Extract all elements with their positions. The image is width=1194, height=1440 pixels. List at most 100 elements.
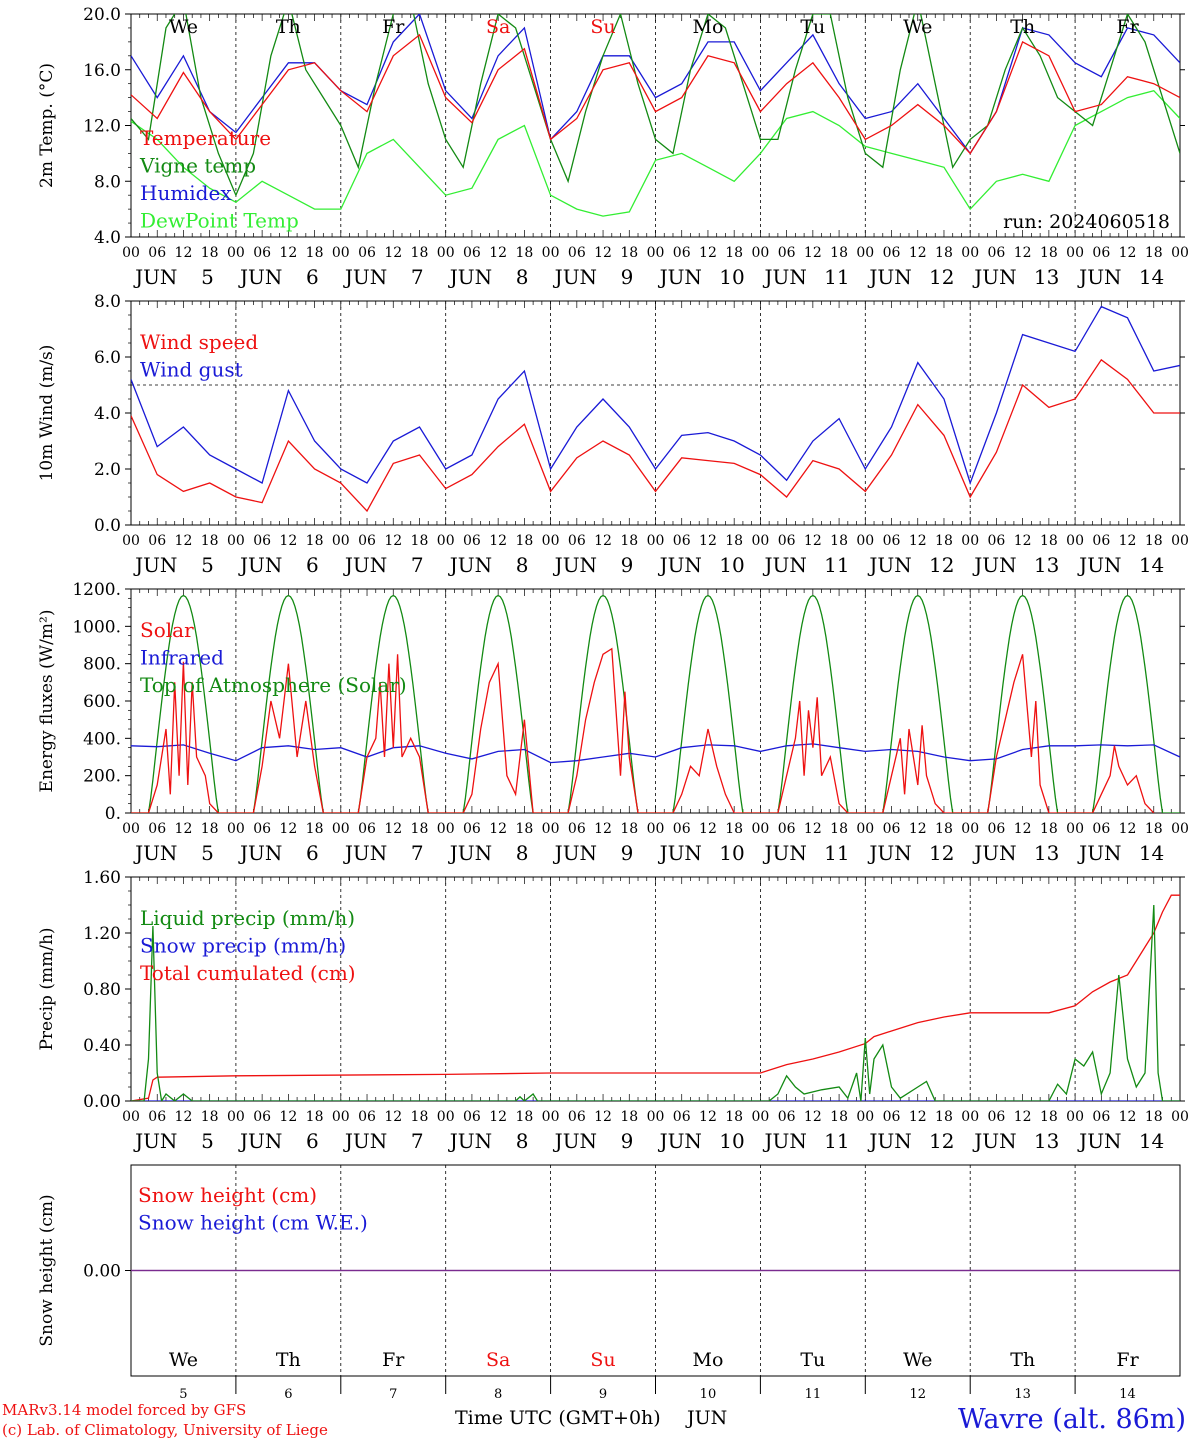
hour-label: 18 [725,1109,743,1125]
date-day-label: 8 [516,553,529,577]
hour-label: 18 [201,533,219,549]
y-tick-label: 200. [83,767,121,787]
hour-label: 00 [437,821,455,837]
hour-label: 06 [148,245,166,261]
hour-label: 18 [935,533,953,549]
series-solar-line [131,647,1155,813]
day-number-label: 13 [1014,1387,1031,1402]
hour-label: 06 [568,1109,586,1125]
y-tick-label: 1.20 [83,924,121,944]
hour-label: 18 [201,821,219,837]
y-tick-label: 16.0 [83,61,121,81]
hour-label: 18 [1040,1109,1058,1125]
date-day-label: 7 [411,841,424,865]
hour-label: 12 [1119,245,1137,261]
date-day-label: 6 [306,553,319,577]
hour-label: 06 [253,533,271,549]
hour-label: 00 [1171,821,1189,837]
hour-label: 12 [909,821,927,837]
hour-label: 18 [306,821,324,837]
hour-label: 18 [411,821,429,837]
legend-snow-precip-mm-h: Snow precip (mm/h) [140,934,346,958]
hour-label: 18 [201,1109,219,1125]
legend-vigne-temp: Vigne temp [139,154,256,178]
hour-label: 18 [725,245,743,261]
hour-label: 00 [122,1109,140,1125]
series-infrared-line [131,743,1180,764]
hour-label: 18 [1040,821,1058,837]
hour-label: 00 [227,821,245,837]
weekday-label-bottom: Th [1010,1349,1035,1371]
date-day-label: 14 [1139,841,1164,865]
hour-label: 06 [253,821,271,837]
hour-label: 06 [778,533,796,549]
hour-label: 06 [778,821,796,837]
date-day-label: 9 [621,841,634,865]
series-wind-speed-line [131,358,1180,513]
date-month-label: JUN [867,841,911,865]
hour-label: 00 [961,1109,979,1125]
location-title: Wavre (alt. 86m) [958,1404,1186,1435]
weekday-label-bottom: Mo [692,1349,723,1371]
weekday-label-bottom: We [903,1349,932,1371]
date-month-label: JUN [448,841,492,865]
series-liquid-precip-mm-h-line [131,904,1180,1101]
hour-label: 12 [279,821,297,837]
weekday-label-bottom: Fr [382,1349,405,1371]
hour-label: 18 [1145,245,1163,261]
hour-label: 18 [306,533,324,549]
hour-label: 12 [384,821,402,837]
hour-label: 00 [332,821,350,837]
date-month-label: JUN [972,265,1016,289]
hour-label: 18 [1145,821,1163,837]
hour-label: 00 [856,533,874,549]
date-month-label: JUN [972,553,1016,577]
date-month-label: JUN [553,553,597,577]
hour-label: 00 [856,821,874,837]
date-day-label: 5 [201,841,214,865]
hour-label: 00 [1066,1109,1084,1125]
y-tick-label: 400. [83,729,121,749]
y-tick-label: 1200. [72,580,121,600]
hour-label: 12 [804,533,822,549]
hour-label: 06 [883,245,901,261]
hour-label: 00 [437,245,455,261]
day-number-label: 14 [1119,1387,1136,1402]
y-axis-label: 10m Wind (m/s) [37,345,57,482]
y-tick-label: 4.0 [94,228,121,248]
hour-label: 18 [515,245,533,261]
hour-label: 06 [358,821,376,837]
date-month-label: JUN [762,841,806,865]
hour-label: 06 [883,821,901,837]
date-month-label: JUN [448,553,492,577]
hour-label: 18 [935,1109,953,1125]
hour-label: 06 [778,245,796,261]
hour-label: 00 [1066,533,1084,549]
hour-label: 18 [515,533,533,549]
series-dewpoint-temp-line [131,89,1180,217]
date-day-label: 6 [306,265,319,289]
hour-label: 06 [673,533,691,549]
hour-label: 18 [830,821,848,837]
date-month-label: JUN [553,265,597,289]
x-axis-month: JUN [685,1407,727,1429]
date-day-label: 8 [516,265,529,289]
date-month-label: JUN [762,1129,806,1153]
y-tick-label: 1.60 [83,868,121,888]
date-day-label: 7 [411,1129,424,1153]
day-number-label: 12 [909,1387,926,1402]
date-month-label: JUN [658,265,702,289]
credit-line-1: MARv3.14 model forced by GFS [2,1401,246,1419]
hour-label: 06 [463,533,481,549]
y-tick-label: 0. [105,804,121,824]
chart-panel-snow: 0.00 Snow height (cm) Snow height (cm) Snow… [37,1164,1181,1377]
hour-label: 12 [909,533,927,549]
hour-label: 18 [1145,1109,1163,1125]
date-month-label: JUN [762,553,806,577]
date-day-label: 10 [719,841,744,865]
hour-label: 00 [122,533,140,549]
hour-label: 06 [988,1109,1006,1125]
hour-label: 12 [175,245,193,261]
hour-label: 18 [515,1109,533,1125]
hour-label: 00 [1171,533,1189,549]
